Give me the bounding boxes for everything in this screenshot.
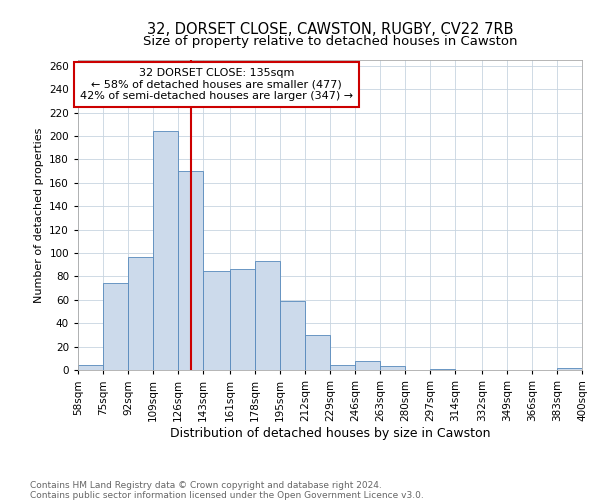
Bar [178,171,203,370]
X-axis label: Distribution of detached houses by size in Cawston: Distribution of detached houses by size … [170,426,490,440]
Bar [355,360,380,370]
Bar [380,366,405,370]
Text: 32, DORSET CLOSE, CAWSTON, RUGBY, CV22 7RB: 32, DORSET CLOSE, CAWSTON, RUGBY, CV22 7… [147,22,513,38]
Bar [230,270,255,370]
Bar [557,368,582,370]
Bar [153,132,178,370]
Bar [203,270,230,370]
Text: Size of property relative to detached houses in Cawston: Size of property relative to detached ho… [143,35,517,48]
Bar [128,256,153,370]
Bar [78,366,103,370]
Bar [103,284,128,370]
Y-axis label: Number of detached properties: Number of detached properties [34,128,44,302]
Bar [280,301,305,370]
Bar [430,369,455,370]
Text: 32 DORSET CLOSE: 135sqm
← 58% of detached houses are smaller (477)
42% of semi-d: 32 DORSET CLOSE: 135sqm ← 58% of detache… [80,68,353,101]
Text: Contains public sector information licensed under the Open Government Licence v3: Contains public sector information licen… [30,491,424,500]
Text: Contains HM Land Registry data © Crown copyright and database right 2024.: Contains HM Land Registry data © Crown c… [30,481,382,490]
Bar [330,366,355,370]
Bar [305,335,330,370]
Bar [255,261,280,370]
